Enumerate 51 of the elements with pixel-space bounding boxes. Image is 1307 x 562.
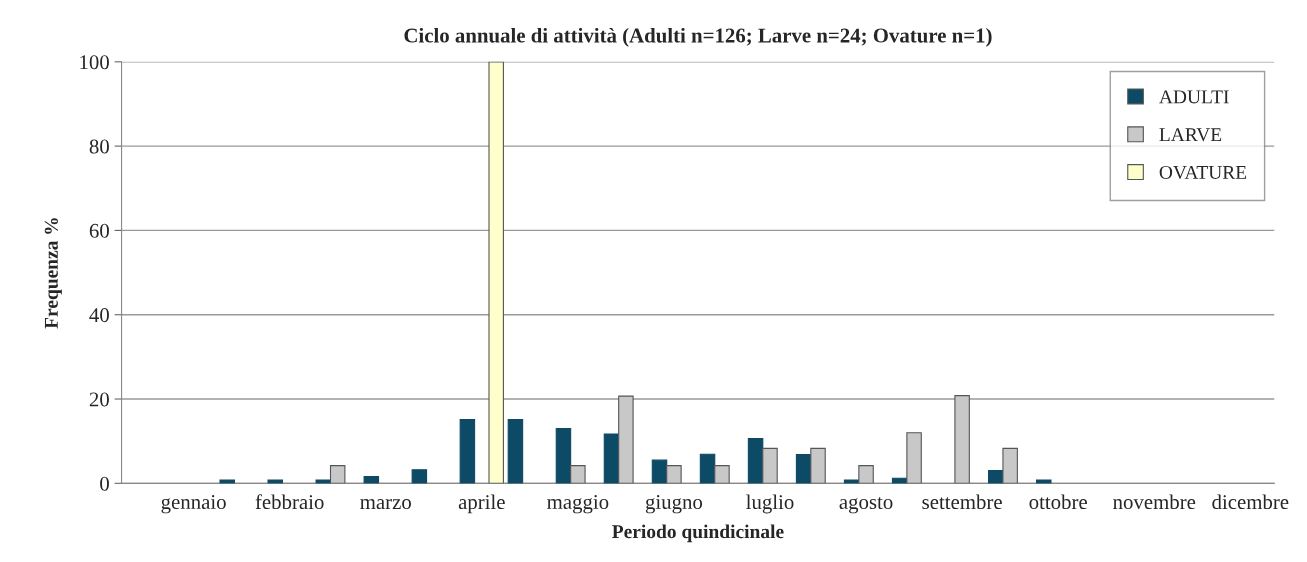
bar bbox=[1002, 447, 1018, 484]
bar bbox=[1036, 479, 1052, 484]
bar bbox=[795, 454, 812, 484]
bar bbox=[858, 465, 874, 484]
y-tick-label: 100 bbox=[80, 55, 109, 70]
bar bbox=[762, 447, 778, 484]
y-tick-label: 40 bbox=[89, 308, 109, 323]
bar bbox=[507, 419, 524, 484]
y-tick-label: 80 bbox=[89, 139, 109, 154]
bar bbox=[603, 433, 620, 484]
bar bbox=[363, 476, 380, 484]
bar bbox=[714, 465, 730, 484]
y-tick-label: 0 bbox=[100, 476, 109, 491]
bar bbox=[906, 432, 922, 484]
x-tick-label: gennaio bbox=[161, 495, 226, 514]
x-tick-label: novembre bbox=[1113, 494, 1196, 510]
x-tick-label: marzo bbox=[360, 499, 411, 510]
x-tick-label: ottobre bbox=[1029, 494, 1087, 510]
bar bbox=[570, 465, 586, 484]
bar bbox=[488, 61, 504, 484]
bar bbox=[651, 459, 668, 484]
bar bbox=[459, 419, 476, 484]
bar bbox=[267, 479, 284, 484]
x-tick-label: febbraio bbox=[255, 494, 324, 510]
bar bbox=[954, 395, 970, 484]
x-tick-label: settembre bbox=[922, 494, 1002, 510]
bar bbox=[411, 469, 428, 484]
x-tick-label: maggio bbox=[547, 495, 609, 514]
x-tick-label: luglio bbox=[746, 494, 794, 514]
bar bbox=[747, 438, 764, 484]
x-tick-label: dicembre bbox=[1212, 494, 1289, 510]
x-tick-label: aprile bbox=[458, 494, 505, 514]
bar bbox=[555, 427, 572, 484]
bar bbox=[329, 465, 346, 484]
x-tick-label: giugno bbox=[645, 495, 703, 514]
bar bbox=[843, 479, 860, 484]
bar bbox=[666, 465, 682, 484]
bar bbox=[699, 453, 716, 484]
bar bbox=[618, 395, 634, 484]
bar bbox=[810, 447, 826, 484]
legend-label: LARVE bbox=[1159, 128, 1222, 142]
y-tick-label: 60 bbox=[89, 223, 109, 238]
x-axis-title: Periodo quindicinale bbox=[612, 524, 784, 543]
chart-title: Ciclo annuale di attività (Adulti n=126; Larve n=24; Ovature n=1) bbox=[404, 27, 992, 47]
y-tick-label: 20 bbox=[89, 392, 109, 407]
x-tick-label: agosto bbox=[839, 497, 893, 514]
legend-label: ADULTI bbox=[1159, 90, 1229, 104]
y-axis-title: Frequenza % bbox=[44, 218, 62, 329]
legend-label: OVATURE bbox=[1159, 165, 1247, 180]
bar bbox=[219, 479, 235, 484]
bar bbox=[315, 479, 332, 484]
